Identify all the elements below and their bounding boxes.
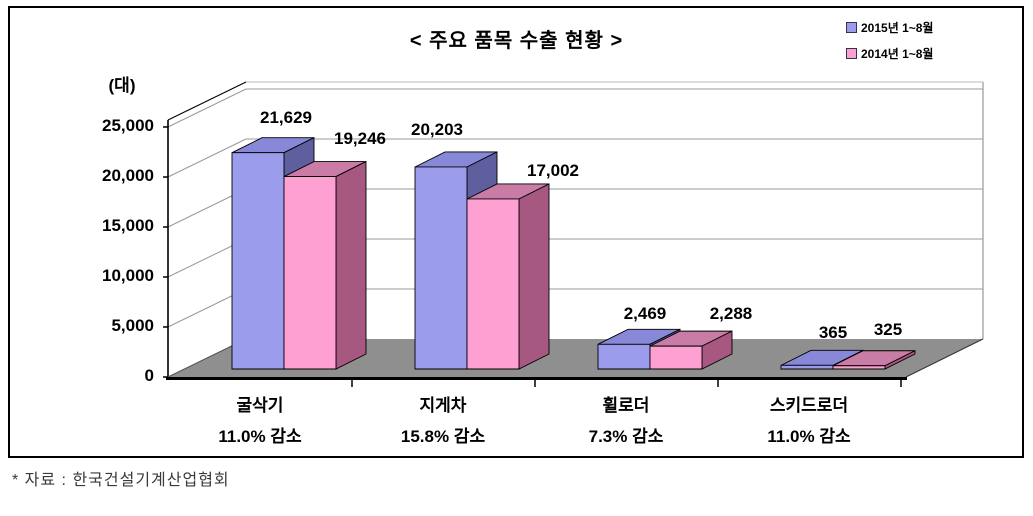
- y-tick-10000: 10,000: [102, 266, 154, 285]
- y-axis-unit-label: (대): [108, 76, 136, 95]
- bar-value-label: 2,469: [623, 304, 667, 323]
- source-note: * 자료 : 한국건설기계산업협회: [12, 472, 230, 489]
- y-tick-15000: 15,000: [102, 216, 154, 235]
- bar-value-label: 365: [818, 323, 848, 342]
- legend-label-2014: 2014년 1~8월: [861, 46, 934, 61]
- category-label-wheel-loader: 휠로더: [602, 396, 650, 415]
- bar-value-label: 21,629: [260, 108, 312, 127]
- y-tick-0: 0: [144, 366, 154, 385]
- bar-front-face: [466, 198, 520, 370]
- bar-value-label: 325: [873, 320, 903, 339]
- y-tick-25000: 25,000: [102, 116, 154, 135]
- category-change-skid-loader: 11.0% 감소: [767, 427, 851, 446]
- bar-value-label: 17,002: [527, 161, 579, 180]
- y-tick-20000: 20,000: [102, 166, 154, 185]
- bar-side-face: [335, 160, 367, 370]
- chart-title: < 주요 품목 수출 현황 >: [409, 30, 624, 52]
- gridline-diagonal: [167, 138, 247, 178]
- legend-swatch-2014-icon: [846, 47, 857, 59]
- category-change-excavator: 11.0% 감소: [218, 427, 302, 446]
- category-change-wheel-loader: 7.3% 감소: [588, 427, 664, 446]
- wall-top-slant: [167, 81, 247, 121]
- bar-front-face: [649, 345, 703, 370]
- legend-item-2014: 2014년 1~8월: [846, 40, 933, 66]
- floor: [168, 339, 983, 377]
- category-label-excavator: 굴삭기: [236, 396, 284, 415]
- bar-value-label: 20,203: [411, 120, 463, 139]
- chart-legend: 2015년 1~8월 2014년 1~8월: [846, 14, 933, 66]
- category-label-forklift: 지게차: [419, 396, 467, 415]
- side-wall: [168, 82, 246, 377]
- bar-front-face: [780, 364, 834, 370]
- gridline-diagonal: [167, 88, 247, 128]
- legend-item-2015: 2015년 1~8월: [846, 14, 933, 40]
- legend-swatch-2015-icon: [846, 21, 857, 33]
- bar-front-face: [414, 166, 468, 370]
- bar-value-label: 2,288: [709, 304, 753, 323]
- bar-side-face: [518, 183, 550, 370]
- bar-front-face: [231, 152, 285, 370]
- bar-front-face: [597, 343, 651, 370]
- y-tick-5000: 5,000: [111, 316, 154, 335]
- legend-label-2015: 2015년 1~8월: [861, 20, 934, 35]
- bar-value-label: 19,246: [334, 129, 386, 148]
- category-change-forklift: 15.8% 감소: [400, 427, 486, 446]
- bar-front-face: [283, 176, 337, 370]
- category-label-skid-loader: 스키드로더: [769, 396, 849, 415]
- bar-front-face: [832, 365, 886, 370]
- floor-right-edge: [905, 338, 984, 378]
